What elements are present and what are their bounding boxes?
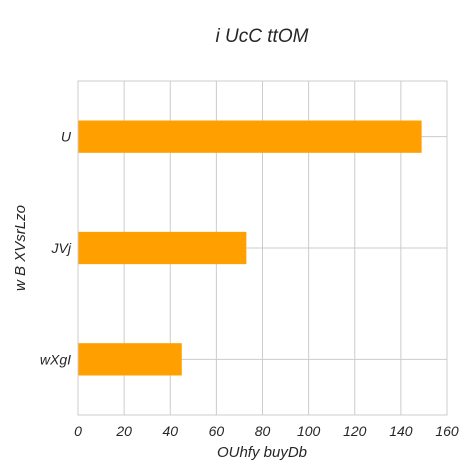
x-axis-label: OUhfy buyDb (217, 444, 307, 461)
y-tick-label: JVj (51, 240, 72, 256)
x-tick-label: 0 (74, 423, 82, 439)
x-tick-label: 100 (297, 423, 321, 439)
bars (78, 120, 422, 376)
x-tick-label: 80 (255, 423, 271, 439)
x-tick-label: 20 (115, 423, 132, 439)
bar (78, 120, 422, 153)
y-tick-label: wXgI (40, 351, 71, 367)
x-tick-label: 120 (343, 423, 367, 439)
x-tick-labels: 0 20 40 60 80 100 120 140 160 (74, 423, 459, 439)
x-tick-label: 140 (389, 423, 413, 439)
x-tick-label: 60 (209, 423, 225, 439)
chart-title: i UcC ttOM (216, 26, 309, 47)
y-tick-labels: U JVj wXgI (40, 129, 72, 368)
bar (78, 343, 182, 376)
bar (78, 231, 247, 265)
x-tick-label: 160 (435, 423, 459, 439)
y-tick-label: U (61, 129, 72, 145)
plot-frame (77, 80, 448, 416)
x-tick-label: 40 (162, 423, 178, 439)
y-axis-label: w B XVsrLzo (12, 205, 29, 291)
